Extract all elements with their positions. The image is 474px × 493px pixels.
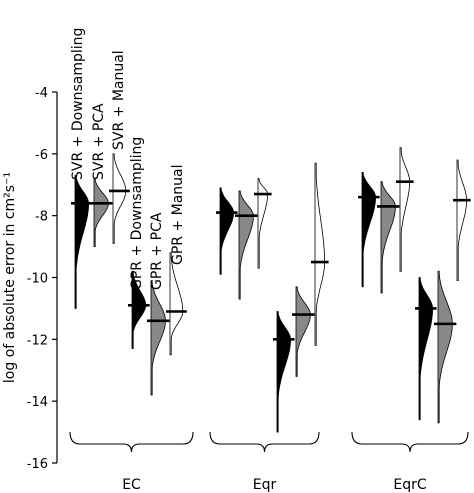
violin-eqrc-3 bbox=[415, 277, 437, 421]
brace bbox=[69, 431, 194, 453]
violin-eqrc-4 bbox=[434, 270, 457, 424]
violin-shape bbox=[380, 181, 396, 294]
method-label: GPR + PCA bbox=[149, 212, 165, 290]
violin-eqr-5 bbox=[311, 162, 329, 346]
violin-shape bbox=[257, 178, 269, 269]
violin-shape bbox=[399, 147, 411, 272]
group-label: EC bbox=[122, 477, 141, 493]
brace bbox=[209, 431, 320, 453]
violin-ec-5 bbox=[166, 252, 187, 356]
violin-shape bbox=[112, 153, 127, 244]
violin-shape bbox=[295, 286, 311, 377]
violin-eqrc-5 bbox=[453, 159, 471, 282]
y-axis: -4 -6 -8 -10 -12 -14 -16 bbox=[27, 86, 58, 472]
method-label: SVR + Downsampling bbox=[70, 28, 86, 180]
y-tick-label: -8 bbox=[35, 210, 48, 225]
group-label: EqrC bbox=[393, 477, 426, 493]
violin-eqrc-2 bbox=[396, 147, 414, 272]
violin-shape bbox=[314, 162, 325, 346]
violin-eqr-1 bbox=[235, 190, 258, 300]
violin-eqrc-1 bbox=[377, 181, 400, 294]
y-tick-label: -6 bbox=[35, 148, 48, 163]
violin-ec-3 bbox=[128, 270, 150, 350]
violin-shape bbox=[150, 280, 166, 396]
violin-eqr-2 bbox=[254, 178, 272, 269]
violin-shape bbox=[361, 171, 377, 288]
violin-shape bbox=[276, 311, 292, 433]
group-braces bbox=[69, 431, 469, 453]
violin-eqrc-0 bbox=[358, 171, 380, 288]
violin-shape bbox=[74, 175, 90, 309]
y-axis-label: log of absolute error in cm²s⁻¹ bbox=[2, 172, 18, 383]
labels: EC Eqr EqrC SVR + Downsampling SVR + PCA SVR … bbox=[70, 28, 427, 493]
violin-shape bbox=[131, 270, 146, 350]
group-label: Eqr bbox=[253, 477, 277, 493]
brace bbox=[351, 431, 469, 453]
violin-shape bbox=[456, 159, 467, 282]
method-label: SVR + PCA bbox=[91, 103, 107, 180]
violin-shape bbox=[238, 190, 254, 300]
y-tick-label: -12 bbox=[27, 333, 48, 348]
violins bbox=[71, 147, 471, 433]
violin-shape bbox=[93, 178, 109, 248]
violin-shape bbox=[219, 187, 235, 275]
y-tick-label: -16 bbox=[27, 457, 48, 472]
y-tick-label: -10 bbox=[27, 272, 48, 287]
y-tick-label: -14 bbox=[27, 395, 48, 410]
violin-shape bbox=[169, 252, 184, 356]
method-label: GPR + Downsampling bbox=[129, 137, 145, 290]
violin-shape bbox=[437, 270, 453, 424]
violin-eqr-4 bbox=[292, 286, 315, 377]
y-tick-label: -4 bbox=[35, 86, 48, 101]
violin-shape bbox=[418, 277, 434, 421]
violin-ec-1 bbox=[90, 178, 113, 248]
method-label: GPR + Manual bbox=[170, 164, 186, 265]
violin-ec-4 bbox=[147, 280, 170, 396]
method-label: SVR + Manual bbox=[111, 50, 127, 150]
violin-eqr-3 bbox=[273, 311, 295, 433]
violin-ec-0 bbox=[71, 175, 93, 309]
violin-eqr-0 bbox=[216, 187, 238, 275]
violin-ec-2 bbox=[109, 153, 130, 244]
